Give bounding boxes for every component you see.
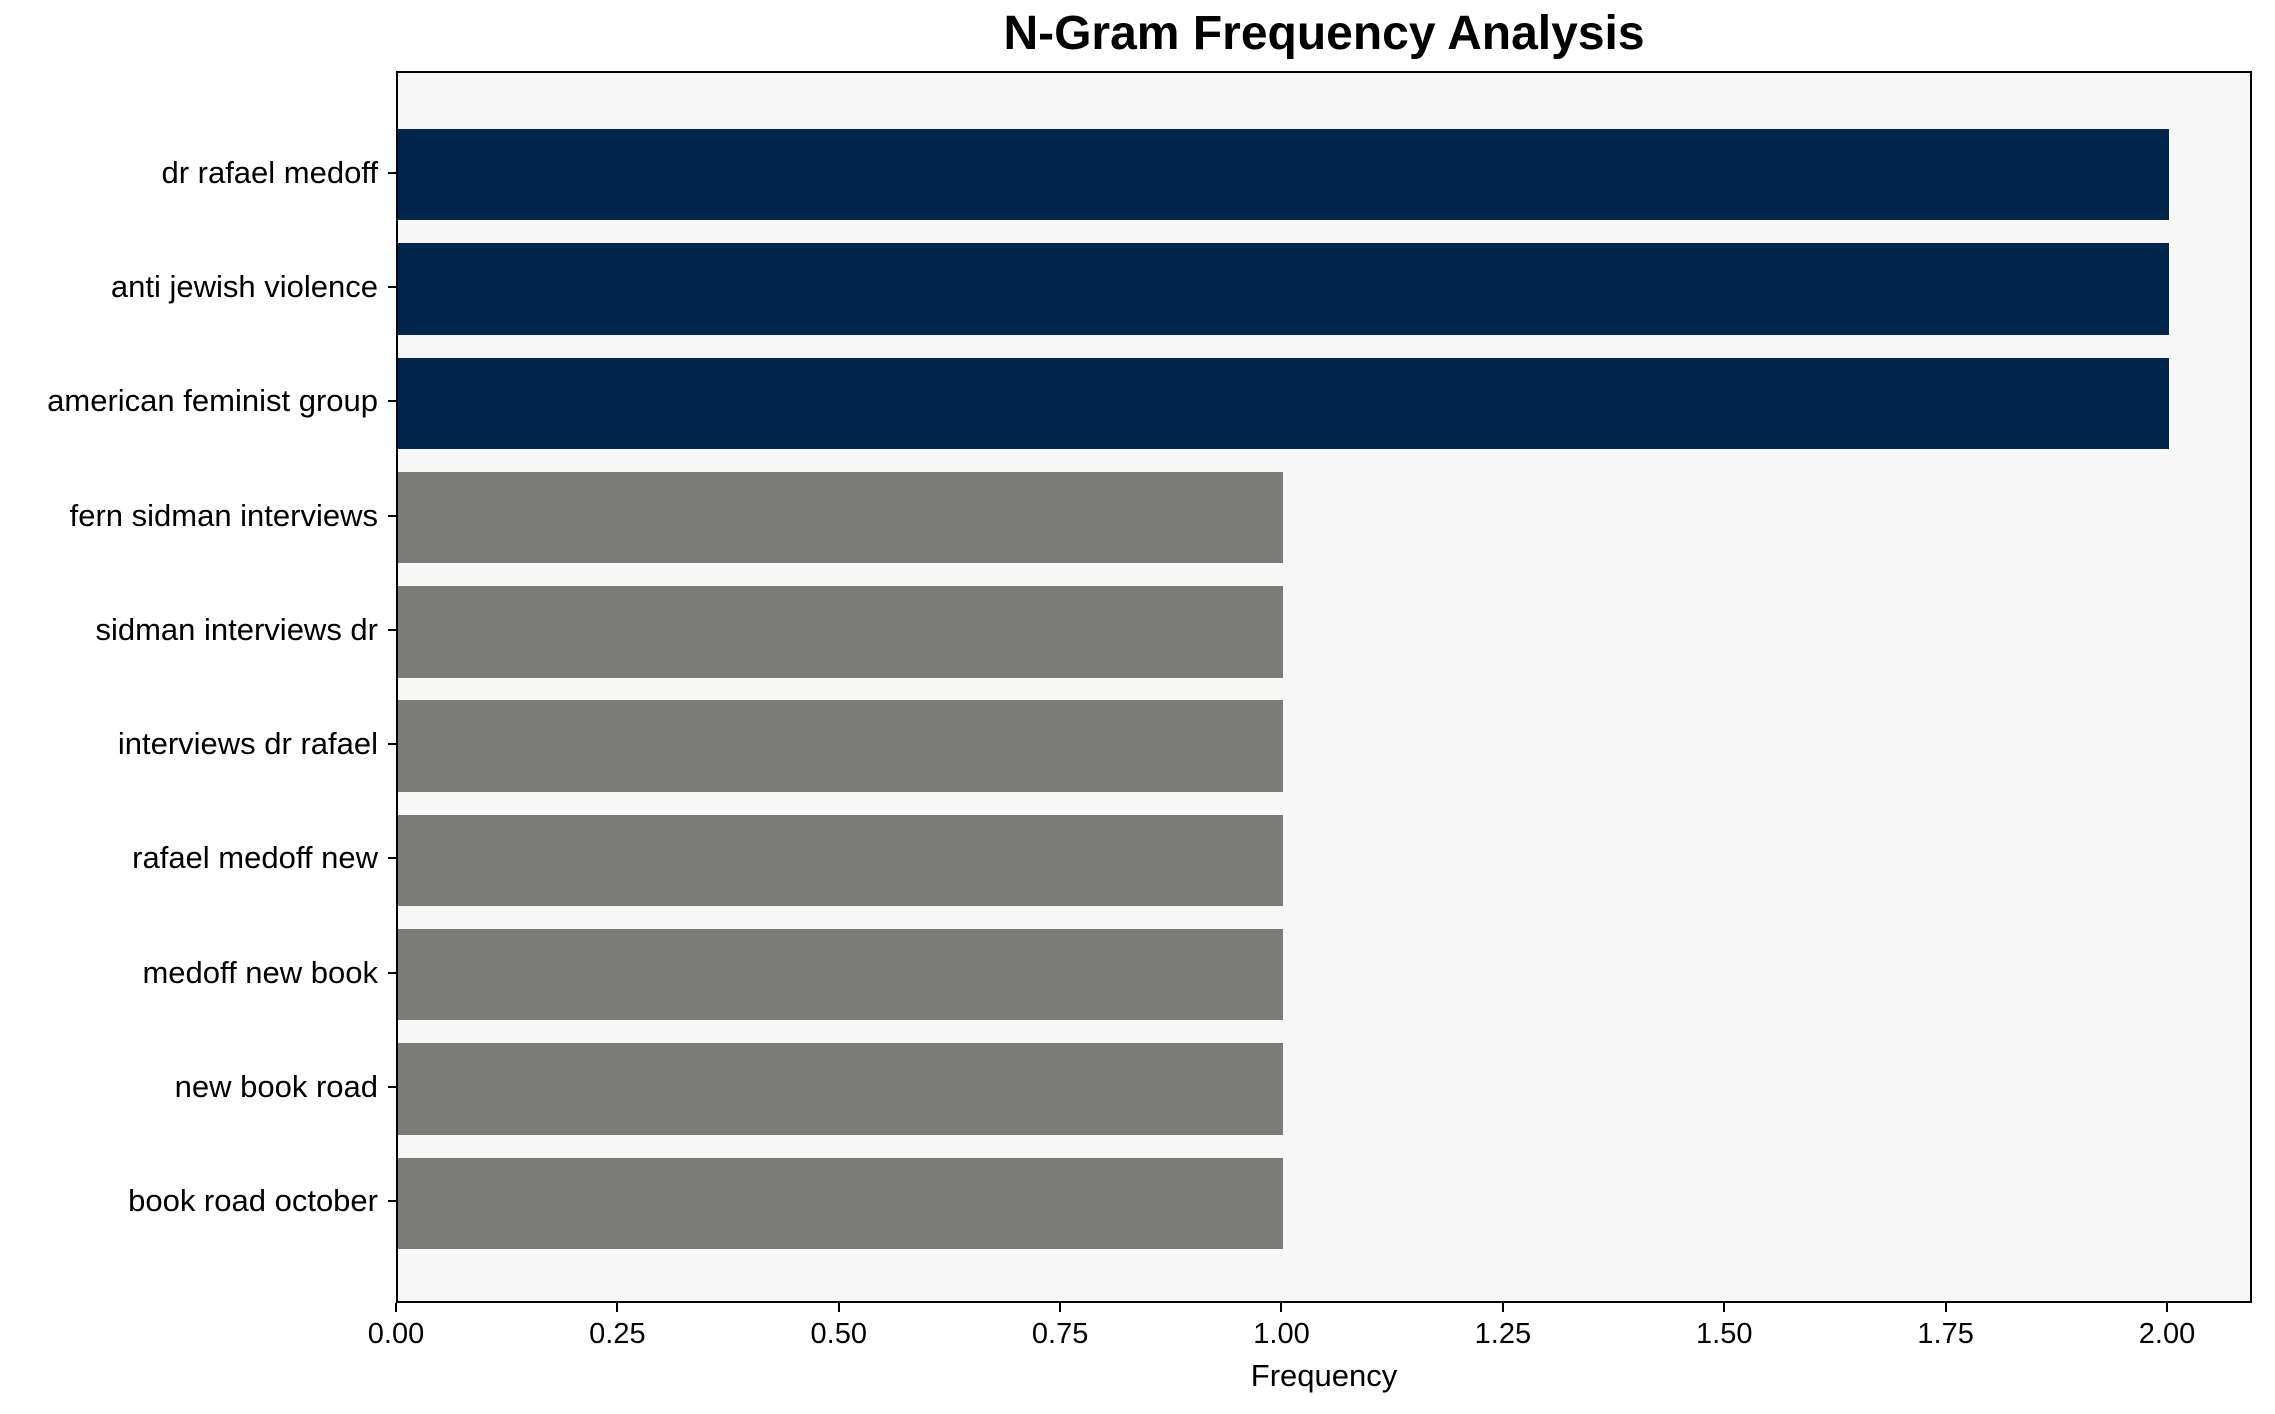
- x-tick-mark: [1280, 1303, 1283, 1312]
- x-tick-mark: [1944, 1303, 1947, 1312]
- y-tick-mark: [388, 171, 397, 174]
- plot-area: [396, 71, 2252, 1303]
- x-tick-mark: [1501, 1303, 1504, 1312]
- x-tick-label: 0.75: [1031, 1318, 1089, 1350]
- bar-book-road-october: [398, 1157, 1284, 1249]
- x-tick-label: 1.00: [1253, 1318, 1310, 1350]
- y-tick-mark: [388, 1086, 397, 1088]
- x-tick-label: 1.50: [1696, 1318, 1753, 1350]
- x-tick-mark: [1059, 1303, 1062, 1312]
- y-tick-mark: [388, 1200, 397, 1203]
- bar-new-book-road: [398, 1043, 1284, 1135]
- y-tick-label: sidman interviews dr: [95, 611, 378, 647]
- x-tick-mark: [395, 1303, 397, 1312]
- bar-rafael-medoff-new: [398, 814, 1284, 907]
- y-tick-mark: [388, 743, 397, 746]
- y-tick-mark: [388, 628, 397, 631]
- y-tick-label: interviews dr rafael: [117, 726, 378, 762]
- bar-american-feminist-group: [398, 357, 2169, 449]
- y-tick-mark: [388, 971, 397, 974]
- bar-medoff-new-book: [398, 929, 1284, 1021]
- y-tick-label: anti jewish violence: [110, 269, 378, 304]
- y-tick-mark: [388, 400, 397, 403]
- x-tick-mark: [837, 1303, 840, 1312]
- x-tick-label: 0.00: [367, 1318, 425, 1350]
- bar-sidman-interviews-dr: [398, 586, 1284, 678]
- y-tick-label: american feminist group: [47, 383, 378, 419]
- y-tick-mark: [388, 514, 397, 517]
- y-tick-label: rafael medoff new: [132, 840, 378, 876]
- y-tick-label: medoff new book: [142, 954, 378, 990]
- bar-interviews-dr-rafael: [398, 700, 1284, 792]
- x-tick-mark: [2165, 1303, 2168, 1312]
- y-tick-label: dr rafael medoff: [161, 154, 378, 190]
- y-tick-label: new book road: [174, 1069, 378, 1104]
- x-axis-label: Frequency: [1250, 1358, 1398, 1393]
- x-tick-label: 2.00: [2138, 1318, 2196, 1350]
- x-tick-mark: [616, 1303, 619, 1312]
- bar-anti-jewish-violence: [398, 243, 2169, 335]
- x-tick-label: 1.25: [1474, 1318, 1532, 1350]
- x-tick-label: 1.75: [1917, 1318, 1974, 1350]
- x-tick-label: 0.50: [810, 1318, 867, 1350]
- y-tick-mark: [388, 286, 397, 288]
- bar-dr-rafael-medoff: [398, 129, 2169, 221]
- chart-title: N-Gram Frequency Analysis: [1003, 7, 1645, 60]
- y-tick-mark: [388, 857, 397, 860]
- x-tick-mark: [1723, 1303, 1726, 1312]
- bar-fern-sidman-interviews: [398, 471, 1284, 564]
- y-tick-label: book road october: [128, 1183, 378, 1219]
- x-tick-label: 0.25: [589, 1318, 646, 1350]
- y-tick-label: fern sidman interviews: [69, 497, 378, 533]
